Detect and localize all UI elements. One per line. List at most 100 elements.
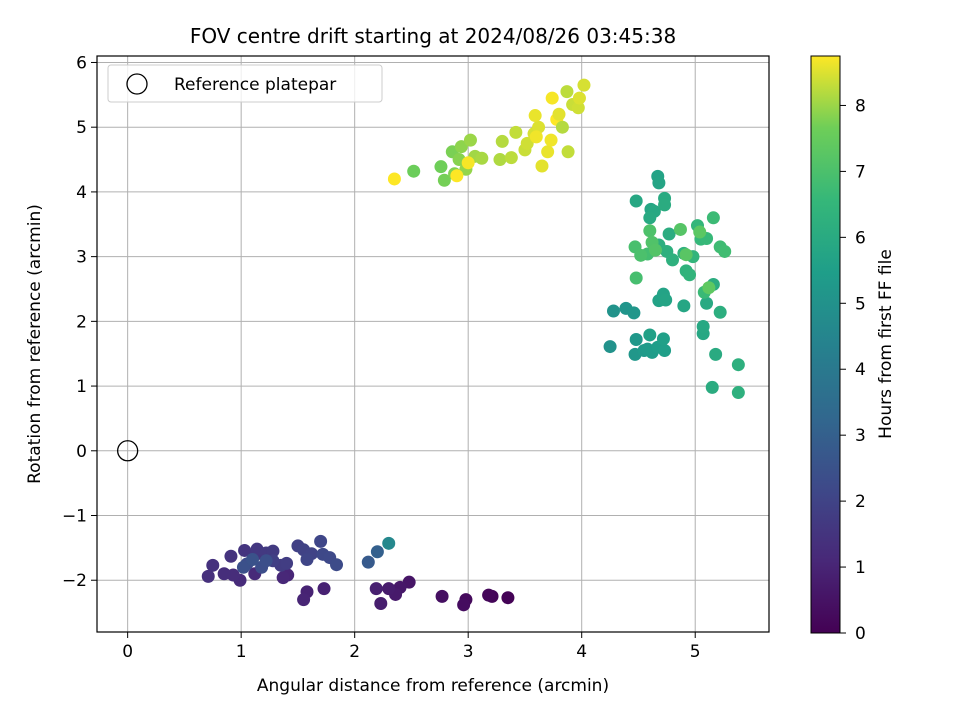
y-tick-label-0: −2 bbox=[62, 571, 87, 591]
data-point-122 bbox=[509, 125, 523, 139]
data-point-69 bbox=[705, 380, 719, 394]
legend-marker-open-circle bbox=[126, 73, 148, 95]
data-point-60 bbox=[643, 328, 657, 342]
y-tick-label-1: −1 bbox=[62, 507, 87, 527]
y-axis-ticks: −2 −1 0 1 2 3 4 5 6 bbox=[62, 53, 97, 591]
x-axis-ticks: 0 1 2 3 4 5 bbox=[122, 632, 701, 662]
legend-box bbox=[107, 64, 383, 103]
data-point-11 bbox=[369, 582, 383, 596]
data-point-144 bbox=[387, 172, 401, 186]
data-point-118 bbox=[475, 151, 489, 165]
data-point-128 bbox=[541, 145, 555, 159]
data-point-36 bbox=[314, 534, 328, 548]
data-point-141 bbox=[529, 130, 543, 144]
data-point-43 bbox=[236, 560, 250, 574]
grid bbox=[97, 56, 769, 632]
data-point-64 bbox=[677, 299, 691, 313]
data-point-116 bbox=[463, 133, 477, 147]
data-point-66 bbox=[696, 320, 710, 334]
data-point-45 bbox=[361, 555, 375, 569]
data-point-20 bbox=[217, 567, 231, 581]
data-point-127 bbox=[535, 159, 549, 173]
data-point-114 bbox=[454, 140, 468, 154]
data-point-9 bbox=[382, 582, 396, 596]
data-point-35 bbox=[300, 553, 314, 567]
colorbar-ticks: 0 1 2 3 4 5 6 7 8 bbox=[840, 96, 866, 644]
x-tick-label-4: 4 bbox=[576, 642, 587, 662]
data-point-51 bbox=[627, 306, 641, 320]
data-point-105 bbox=[679, 248, 693, 262]
colorbar-tick-label-5: 5 bbox=[855, 294, 866, 314]
data-point-107 bbox=[702, 281, 716, 295]
colorbar-label: Hours from first FF file bbox=[876, 249, 896, 439]
data-point-137 bbox=[577, 78, 591, 92]
data-point-12 bbox=[317, 582, 331, 596]
x-tick-label-5: 5 bbox=[690, 642, 701, 662]
data-point-72 bbox=[731, 358, 745, 372]
data-point-119 bbox=[493, 153, 507, 167]
colorbar-tick-label-3: 3 bbox=[855, 426, 866, 446]
data-point-23 bbox=[224, 549, 238, 563]
data-point-121 bbox=[504, 151, 518, 165]
data-point-138 bbox=[572, 91, 586, 105]
legend: Reference platepar bbox=[107, 64, 383, 103]
data-point-30 bbox=[280, 556, 294, 570]
data-point-134 bbox=[561, 145, 575, 159]
x-tick-label-2: 2 bbox=[349, 642, 360, 662]
data-point-48 bbox=[603, 340, 617, 354]
data-point-81 bbox=[658, 198, 672, 212]
data-point-58 bbox=[658, 343, 672, 357]
colorbar-tick-label-7: 7 bbox=[855, 162, 866, 182]
data-point-142 bbox=[461, 156, 475, 170]
y-tick-label-5: 3 bbox=[76, 248, 87, 268]
data-point-104 bbox=[673, 222, 687, 236]
data-point-24 bbox=[238, 543, 252, 557]
data-point-94 bbox=[706, 211, 720, 225]
data-point-47 bbox=[382, 536, 396, 550]
x-tick-label-3: 3 bbox=[463, 642, 474, 662]
colorbar-tick-label-2: 2 bbox=[855, 492, 866, 512]
data-point-103 bbox=[648, 243, 662, 257]
data-point-82 bbox=[662, 227, 676, 241]
data-point-101 bbox=[643, 224, 657, 238]
colorbar: 0 1 2 3 4 5 6 7 8 Hours from first FF file bbox=[810, 55, 896, 644]
x-tick-label-0: 0 bbox=[122, 642, 133, 662]
data-point-59 bbox=[656, 332, 670, 346]
data-point-130 bbox=[545, 91, 559, 105]
data-point-53 bbox=[629, 332, 643, 346]
data-point-39 bbox=[330, 558, 344, 572]
data-point-136 bbox=[571, 101, 585, 115]
data-point-10 bbox=[374, 597, 388, 611]
data-point-120 bbox=[495, 134, 509, 148]
y-tick-label-8: 6 bbox=[76, 53, 87, 73]
data-point-110 bbox=[437, 173, 451, 187]
data-point-49 bbox=[606, 304, 620, 318]
data-point-16 bbox=[276, 571, 290, 585]
colorbar-tick-label-6: 6 bbox=[855, 228, 866, 248]
data-point-75 bbox=[652, 176, 666, 190]
data-point-108 bbox=[407, 164, 421, 178]
data-point-44 bbox=[246, 553, 260, 567]
data-point-14 bbox=[297, 593, 311, 607]
x-tick-label-1: 1 bbox=[236, 642, 247, 662]
y-tick-label-2: 0 bbox=[76, 442, 87, 462]
reference-marker-group bbox=[116, 440, 139, 462]
data-point-88 bbox=[683, 268, 697, 282]
colorbar-tick-label-0: 0 bbox=[855, 624, 866, 644]
data-points bbox=[201, 78, 745, 612]
y-tick-label-6: 4 bbox=[76, 183, 87, 203]
data-point-5 bbox=[435, 589, 449, 603]
data-point-126 bbox=[532, 120, 546, 134]
data-point-0 bbox=[501, 591, 515, 605]
colorbar-gradient bbox=[810, 55, 841, 634]
colorbar-tick-label-4: 4 bbox=[855, 360, 866, 380]
data-point-77 bbox=[629, 194, 643, 208]
data-point-106 bbox=[693, 225, 707, 239]
data-point-73 bbox=[731, 386, 745, 400]
data-point-4 bbox=[457, 598, 471, 612]
data-point-98 bbox=[629, 271, 643, 285]
data-point-85 bbox=[666, 253, 680, 267]
data-point-22 bbox=[206, 558, 220, 572]
data-point-96 bbox=[718, 244, 732, 258]
